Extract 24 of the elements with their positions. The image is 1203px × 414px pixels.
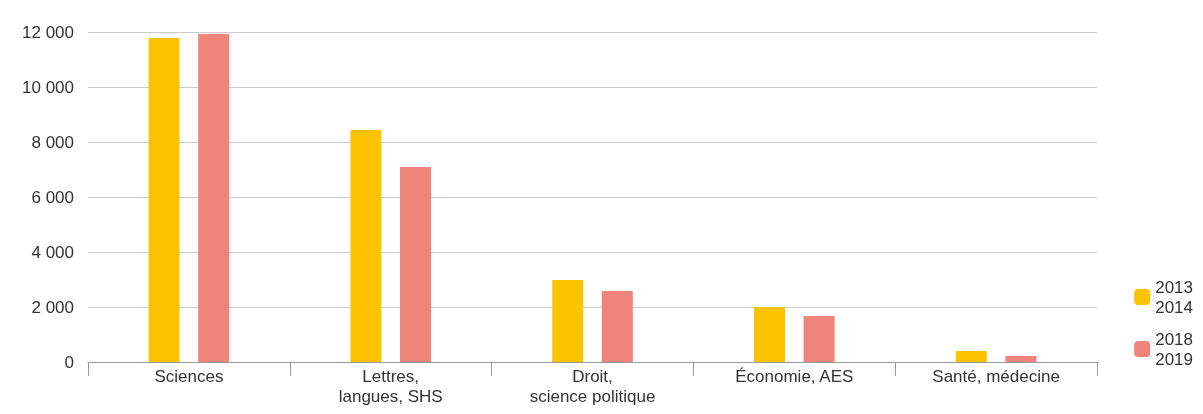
x-tick-label: Économie, AES bbox=[735, 366, 854, 386]
bar bbox=[400, 167, 431, 362]
x-tick-label: Droit, science politique bbox=[529, 366, 656, 406]
bar bbox=[198, 33, 230, 362]
y-tick-label: 6 000 bbox=[31, 187, 74, 207]
y-tick-label: 10 000 bbox=[22, 77, 74, 97]
bar bbox=[955, 351, 987, 362]
y-tick-label: 0 bbox=[64, 352, 74, 372]
bar bbox=[552, 280, 584, 362]
bar bbox=[803, 316, 835, 362]
y-tick-label: 12 000 bbox=[22, 22, 74, 42]
bar bbox=[601, 291, 633, 362]
bar bbox=[148, 38, 180, 362]
x-tick-label: Santé, médecine bbox=[932, 366, 1060, 386]
x-tick-label: Lettres, langues, SHS bbox=[338, 366, 443, 406]
y-tick-label: 2 000 bbox=[31, 297, 74, 317]
legend-label: 2018 2019 bbox=[1155, 329, 1194, 369]
x-tick-label: Sciences bbox=[154, 366, 224, 386]
y-tick-label: 8 000 bbox=[31, 132, 74, 152]
bar bbox=[754, 307, 785, 362]
bar bbox=[1005, 355, 1037, 362]
legend-label: 2013 2014 bbox=[1155, 277, 1194, 317]
bar bbox=[350, 129, 382, 362]
y-tick-label: 4 000 bbox=[31, 242, 74, 262]
